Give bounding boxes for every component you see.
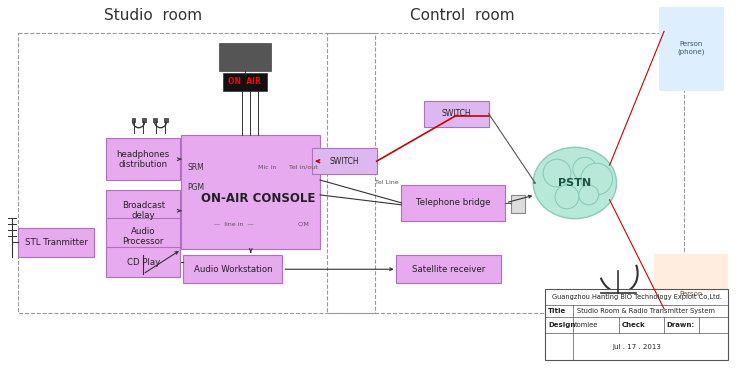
FancyBboxPatch shape xyxy=(106,138,181,180)
Text: Check: Check xyxy=(622,322,645,328)
FancyBboxPatch shape xyxy=(183,255,283,283)
FancyBboxPatch shape xyxy=(512,195,525,213)
FancyBboxPatch shape xyxy=(106,190,181,232)
Text: SWITCH: SWITCH xyxy=(442,109,471,118)
Text: Tel in/out: Tel in/out xyxy=(289,165,318,170)
Text: tomlee: tomlee xyxy=(574,322,598,328)
FancyBboxPatch shape xyxy=(654,255,728,334)
FancyBboxPatch shape xyxy=(397,255,500,283)
Text: PSTN: PSTN xyxy=(558,178,592,188)
Circle shape xyxy=(543,159,571,187)
Text: —  line in  —: — line in — xyxy=(214,222,254,227)
Text: Control  room: Control room xyxy=(410,9,515,23)
Text: Telephone bridge: Telephone bridge xyxy=(416,198,491,207)
Bar xyxy=(131,118,135,122)
FancyBboxPatch shape xyxy=(219,43,271,71)
Text: CD Play: CD Play xyxy=(127,258,160,267)
Text: Person
(phone): Person (phone) xyxy=(677,41,704,55)
Ellipse shape xyxy=(533,147,616,219)
Text: Studio  room: Studio room xyxy=(104,9,202,23)
Text: ON-AIR CONSOLE: ON-AIR CONSOLE xyxy=(200,192,315,205)
Text: PGM: PGM xyxy=(188,184,205,192)
FancyBboxPatch shape xyxy=(424,101,489,127)
FancyBboxPatch shape xyxy=(182,135,320,249)
Text: Drawn:: Drawn: xyxy=(666,322,694,328)
Circle shape xyxy=(555,185,579,209)
Circle shape xyxy=(579,185,598,205)
FancyBboxPatch shape xyxy=(401,185,506,221)
FancyBboxPatch shape xyxy=(18,228,94,258)
Circle shape xyxy=(580,163,613,195)
Text: C/M: C/M xyxy=(298,222,310,227)
FancyBboxPatch shape xyxy=(659,7,724,91)
FancyBboxPatch shape xyxy=(106,218,181,255)
Text: Person: Person xyxy=(680,291,703,297)
Text: Audio Workstation: Audio Workstation xyxy=(194,265,272,274)
Bar xyxy=(142,118,146,122)
Text: Title: Title xyxy=(548,308,566,314)
Bar xyxy=(153,118,157,122)
Text: Satellite receiver: Satellite receiver xyxy=(412,265,485,274)
Text: headphones
distribution: headphones distribution xyxy=(116,149,170,169)
Circle shape xyxy=(573,157,597,181)
FancyBboxPatch shape xyxy=(545,289,728,360)
Bar xyxy=(164,118,168,122)
Text: SWITCH: SWITCH xyxy=(329,157,359,166)
FancyBboxPatch shape xyxy=(312,148,376,174)
FancyBboxPatch shape xyxy=(223,73,266,91)
Text: Studio Room & Radio Transmitter System: Studio Room & Radio Transmitter System xyxy=(577,308,715,314)
Text: Audio
Processor: Audio Processor xyxy=(122,227,164,246)
Text: Mic in: Mic in xyxy=(258,165,277,170)
Text: STL Tranmitter: STL Tranmitter xyxy=(25,238,88,247)
FancyBboxPatch shape xyxy=(106,248,181,277)
Text: ON  AIR: ON AIR xyxy=(229,77,261,87)
Text: SRM: SRM xyxy=(188,163,204,172)
Text: Broadcast
delay: Broadcast delay xyxy=(122,201,165,221)
Text: Jul . 17 . 2013: Jul . 17 . 2013 xyxy=(612,344,662,350)
Text: Tel Line: Tel Line xyxy=(375,179,398,185)
Text: Design: Design xyxy=(548,322,575,328)
Text: Guangzhou Hanting BIO Technology Exploit Co,Ltd.: Guangzhou Hanting BIO Technology Exploit… xyxy=(552,294,722,300)
